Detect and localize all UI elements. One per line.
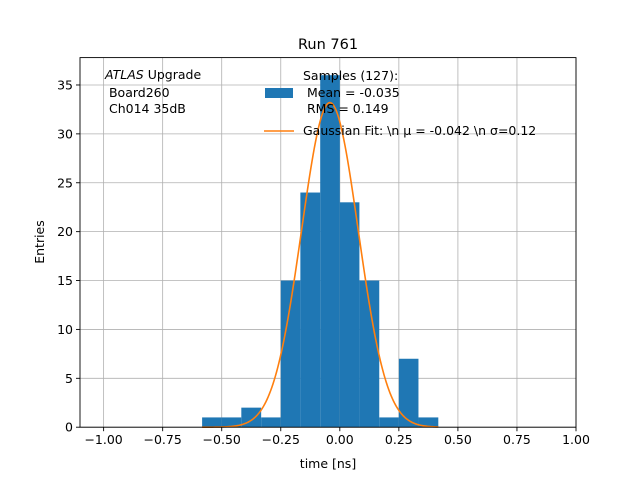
histogram-bar-4 <box>280 280 301 428</box>
y-tick-label-4: 20 <box>57 224 73 239</box>
y-axis-ticks: 0 5 10 15 20 25 30 35 <box>57 77 80 435</box>
plot-frame <box>79 57 577 428</box>
legend: Samples (127): Mean = -0.035 RMS = 0.149… <box>264 68 536 138</box>
x-tick-label-7: 0.75 <box>503 432 531 447</box>
y-tick-label-6: 30 <box>57 126 73 141</box>
chart-title: Run 761 <box>298 37 358 53</box>
y-tick-label-2: 10 <box>57 322 73 337</box>
annotation-line-2: Board260 <box>105 85 170 100</box>
x-axis-ticks: −1.00 −0.75 −0.50 −0.25 0.00 0.25 0.50 0.75 1.00 <box>84 427 590 447</box>
x-axis-label: time [ns] <box>300 456 356 471</box>
x-tick-label-3: −0.25 <box>262 432 300 447</box>
histogram-bar-0 <box>202 417 222 428</box>
histogram-bars <box>202 75 439 428</box>
histogram-bar-1 <box>221 417 242 428</box>
x-tick-label-1: −0.75 <box>144 432 182 447</box>
gaussian-fit-curve <box>202 101 439 428</box>
atlas-annotation: ATLAS Upgrade Board260 Ch014 35dB <box>104 67 201 116</box>
x-tick-label-8: 1.00 <box>562 432 590 447</box>
histogram-bar-10 <box>398 358 419 428</box>
annotation-line-3: Ch014 35dB <box>105 101 186 116</box>
y-tick-label-1: 5 <box>65 371 73 386</box>
legend-histogram-line-2: Mean = -0.035 <box>303 85 400 100</box>
x-tick-label-5: 0.25 <box>385 432 413 447</box>
x-tick-label-6: 0.50 <box>444 432 472 447</box>
annotation-upgrade: Upgrade <box>144 67 202 82</box>
y-tick-label-0: 0 <box>65 420 73 435</box>
histogram-bar-11 <box>418 417 439 428</box>
legend-histogram-swatch <box>265 88 293 98</box>
annotation-line-1: ATLAS Upgrade <box>104 67 201 82</box>
annotation-atlas: ATLAS <box>104 67 144 82</box>
histogram-bar-9 <box>379 417 399 428</box>
y-tick-label-3: 15 <box>57 273 73 288</box>
y-tick-label-7: 35 <box>57 77 73 92</box>
x-tick-label-0: −1.00 <box>84 432 122 447</box>
x-tick-label-2: −0.50 <box>203 432 241 447</box>
histogram-bar-7 <box>339 202 360 428</box>
histogram-bar-5 <box>300 192 321 428</box>
histogram-bar-3 <box>261 417 281 428</box>
y-axis-label: Entries <box>32 220 47 264</box>
y-tick-label-5: 25 <box>57 175 73 190</box>
histogram-bar-8 <box>359 280 380 428</box>
legend-histogram-line-3: RMS = 0.149 <box>303 101 389 116</box>
x-tick-label-4: 0.00 <box>326 432 354 447</box>
legend-fit-label: Gaussian Fit: \n μ = -0.042 \n σ=0.12 <box>303 123 536 138</box>
histogram-bar-6 <box>320 75 340 428</box>
legend-histogram-line-1: Samples (127): <box>303 68 398 83</box>
